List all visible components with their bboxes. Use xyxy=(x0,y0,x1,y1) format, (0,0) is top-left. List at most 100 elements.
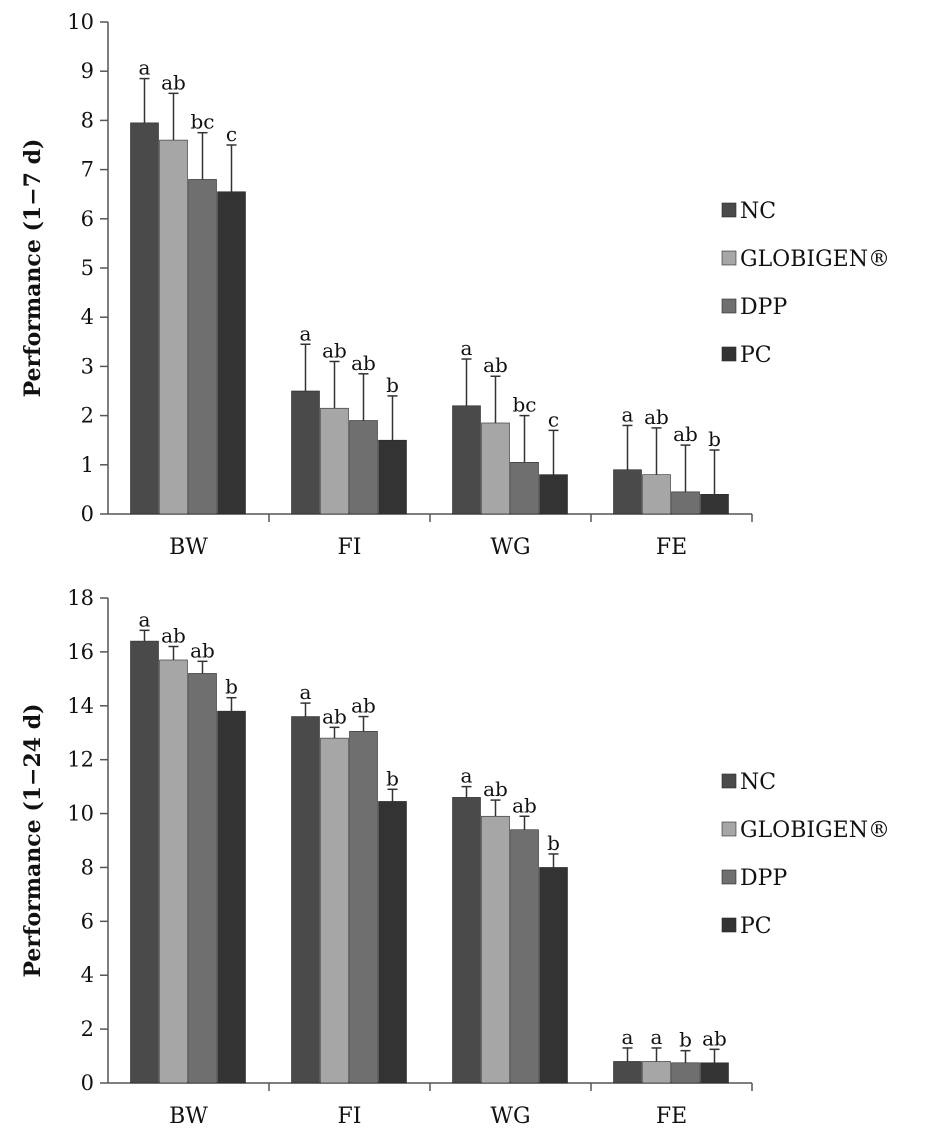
legend-label: DPP xyxy=(740,866,787,891)
significance-letter: ab xyxy=(483,353,508,377)
significance-letter: b xyxy=(386,766,399,790)
bar-dpp-bw xyxy=(188,179,217,515)
y-tick-label: 8 xyxy=(81,108,94,132)
bar-globigen-bw xyxy=(159,659,188,1084)
significance-letter: ab xyxy=(644,405,669,429)
y-tick-label: 5 xyxy=(81,256,94,280)
legend-label: NC xyxy=(740,199,776,224)
significance-letter: b xyxy=(547,831,560,855)
y-tick-label: 8 xyxy=(81,855,94,879)
bar-dpp-bw xyxy=(188,673,217,1084)
significance-letter: ab xyxy=(483,777,508,801)
y-tick-label: 4 xyxy=(81,963,94,987)
significance-letter: a xyxy=(300,321,312,345)
y-tick-label: 0 xyxy=(81,502,94,526)
legend-label: NC xyxy=(740,770,776,795)
significance-letter: a xyxy=(622,1025,634,1049)
legend-label: PC xyxy=(740,343,772,368)
bar-nc-wg xyxy=(452,797,481,1084)
y-tick-label: 1 xyxy=(81,453,94,477)
legend-swatch xyxy=(721,346,737,362)
bar-globigen-fi xyxy=(320,407,349,515)
bar-dpp-fi xyxy=(349,420,378,515)
bar-dpp-fi xyxy=(349,731,378,1084)
significance-letter: a xyxy=(622,402,634,426)
y-axis-label: Performance (1−7 d) xyxy=(20,139,46,398)
legend-label: GLOBIGEN® xyxy=(740,818,890,843)
significance-letter: b xyxy=(708,427,721,451)
bar-pc-wg xyxy=(539,867,568,1084)
bar-nc-fi xyxy=(291,716,320,1084)
bar-pc-fe xyxy=(700,1062,729,1084)
bar-globigen-fe xyxy=(642,1061,671,1084)
y-tick-label: 3 xyxy=(81,354,94,378)
significance-letter: ab xyxy=(322,338,347,362)
category-label: BW xyxy=(169,535,208,560)
bar-dpp-wg xyxy=(510,829,539,1084)
legend-label: GLOBIGEN® xyxy=(740,247,890,272)
significance-letter: a xyxy=(651,1025,663,1049)
legend-swatch xyxy=(721,773,737,789)
significance-letter: a xyxy=(139,56,151,80)
y-tick-label: 10 xyxy=(67,802,94,826)
significance-letter: c xyxy=(226,122,237,146)
bar-globigen-fi xyxy=(320,737,349,1084)
bar-globigen-wg xyxy=(481,422,510,515)
significance-letter: a xyxy=(139,607,151,631)
significance-letter: bc xyxy=(512,393,536,417)
significance-letter: ab xyxy=(322,704,347,728)
y-tick-label: 9 xyxy=(81,59,94,83)
y-axis-label: Performance (1−24 d) xyxy=(20,703,46,977)
y-tick-label: 0 xyxy=(81,1071,94,1095)
significance-letter: ab xyxy=(161,70,186,94)
significance-letter: a xyxy=(461,336,473,360)
category-label: FI xyxy=(338,535,362,560)
legend-swatch xyxy=(721,298,737,314)
significance-letter: b xyxy=(679,1028,692,1052)
legend-swatch xyxy=(721,250,737,266)
significance-letter: a xyxy=(300,680,312,704)
bar-globigen-bw xyxy=(159,139,188,515)
bar-globigen-fe xyxy=(642,474,671,515)
bar-pc-bw xyxy=(217,710,246,1084)
significance-letter: ab xyxy=(673,422,698,446)
y-tick-label: 2 xyxy=(81,404,94,428)
y-tick-label: 18 xyxy=(67,586,94,610)
bar-nc-bw xyxy=(130,640,159,1084)
significance-letter: bc xyxy=(190,110,214,134)
category-label: BW xyxy=(169,1104,208,1129)
category-label: WG xyxy=(490,535,530,560)
bar-pc-fi xyxy=(378,439,407,515)
bar-dpp-wg xyxy=(510,462,539,515)
bar-dpp-fe xyxy=(671,1062,700,1084)
legend-swatch xyxy=(721,917,737,933)
y-tick-label: 4 xyxy=(81,305,94,329)
significance-letter: b xyxy=(386,373,399,397)
bar-pc-fe xyxy=(700,494,729,515)
bar-pc-bw xyxy=(217,191,246,515)
significance-letter: ab xyxy=(351,694,376,718)
bar-nc-fe xyxy=(613,1061,642,1084)
bar-nc-wg xyxy=(452,405,481,515)
significance-letter: ab xyxy=(512,793,537,817)
legend-swatch xyxy=(721,821,737,837)
significance-letter: ab xyxy=(161,624,186,648)
bar-pc-fi xyxy=(378,801,407,1084)
category-label: FE xyxy=(656,1104,687,1129)
y-tick-label: 16 xyxy=(67,640,94,664)
bar-nc-fi xyxy=(291,390,320,515)
y-tick-label: 7 xyxy=(81,158,94,182)
legend-label: PC xyxy=(740,914,772,939)
significance-letter: ab xyxy=(702,1026,727,1050)
category-label: FI xyxy=(338,1104,362,1129)
legend-swatch xyxy=(721,202,737,218)
category-label: FE xyxy=(656,535,687,560)
y-tick-label: 2 xyxy=(81,1017,94,1041)
y-tick-label: 12 xyxy=(67,748,94,772)
bar-nc-bw xyxy=(130,122,159,515)
y-tick-label: 6 xyxy=(81,207,94,231)
bar-globigen-wg xyxy=(481,815,510,1084)
